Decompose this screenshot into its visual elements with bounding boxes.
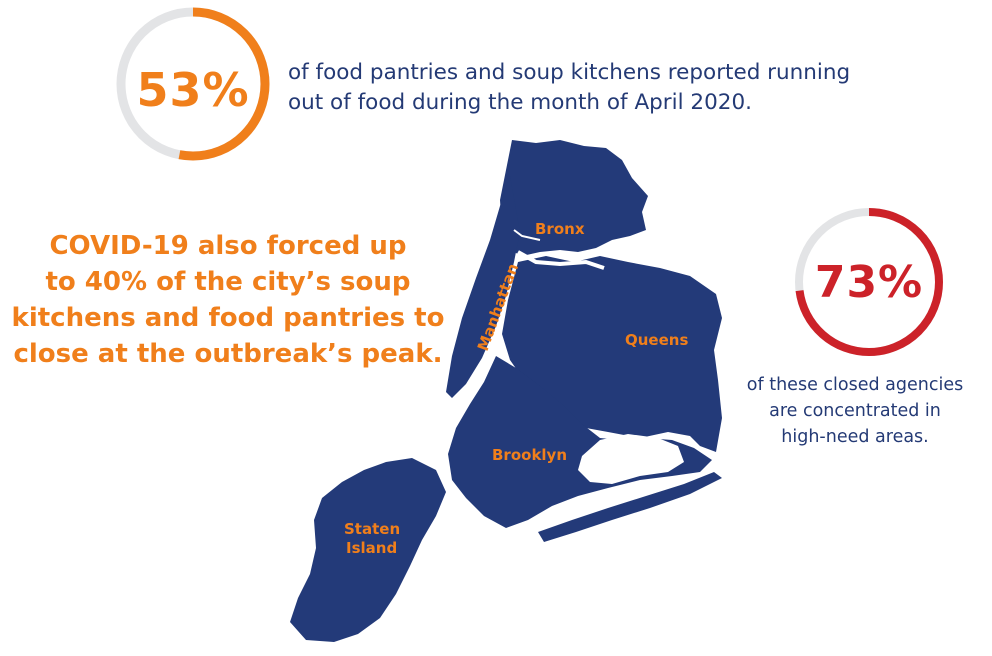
headline-closures: COVID-19 also forced up to 40% of the ci… bbox=[10, 228, 446, 372]
label-bronx: Bronx bbox=[535, 220, 585, 238]
ring-progress bbox=[116, 7, 270, 161]
percent-label-53: 53% bbox=[136, 63, 250, 117]
label-staten-island-line1: Staten bbox=[344, 520, 400, 538]
borough-bronx bbox=[500, 140, 648, 256]
headline-line: kitchens and food pantries to bbox=[11, 303, 445, 333]
stat-description-food-out: of food pantries and soup kitchens repor… bbox=[288, 58, 928, 118]
percent-label-73: 73% bbox=[814, 256, 924, 308]
label-staten-island-line2: Island bbox=[346, 539, 397, 557]
description-line: are concentrated in bbox=[769, 401, 941, 421]
ring-53-graphic bbox=[116, 7, 270, 161]
stat-ring-closed: 73% bbox=[790, 203, 948, 361]
headline-line: COVID-19 also forced up bbox=[49, 231, 407, 261]
description-line: of these closed agencies bbox=[746, 375, 964, 395]
stat-description-closed: of these closed agencies are concentrate… bbox=[740, 372, 970, 450]
label-queens: Queens bbox=[625, 331, 688, 349]
description-line: of food pantries and soup kitchens repor… bbox=[288, 60, 851, 85]
label-brooklyn: Brooklyn bbox=[492, 446, 567, 464]
east-river bbox=[517, 250, 605, 270]
jamaica-bay bbox=[578, 434, 684, 484]
ring-progress bbox=[795, 208, 943, 356]
harlem-river bbox=[513, 229, 541, 241]
headline-line: to 40% of the city’s soup bbox=[45, 267, 411, 297]
borough-staten-island bbox=[290, 458, 446, 642]
borough-manhattan bbox=[446, 176, 520, 398]
ring-73-graphic bbox=[795, 208, 943, 356]
description-line: high-need areas. bbox=[781, 427, 929, 447]
stat-ring-food-out: 53% bbox=[112, 3, 274, 165]
headline-line: close at the outbreak’s peak. bbox=[13, 339, 443, 369]
rockaway-peninsula bbox=[538, 472, 722, 542]
description-line: out of food during the month of April 20… bbox=[288, 90, 752, 115]
borough-brooklyn bbox=[448, 356, 712, 528]
